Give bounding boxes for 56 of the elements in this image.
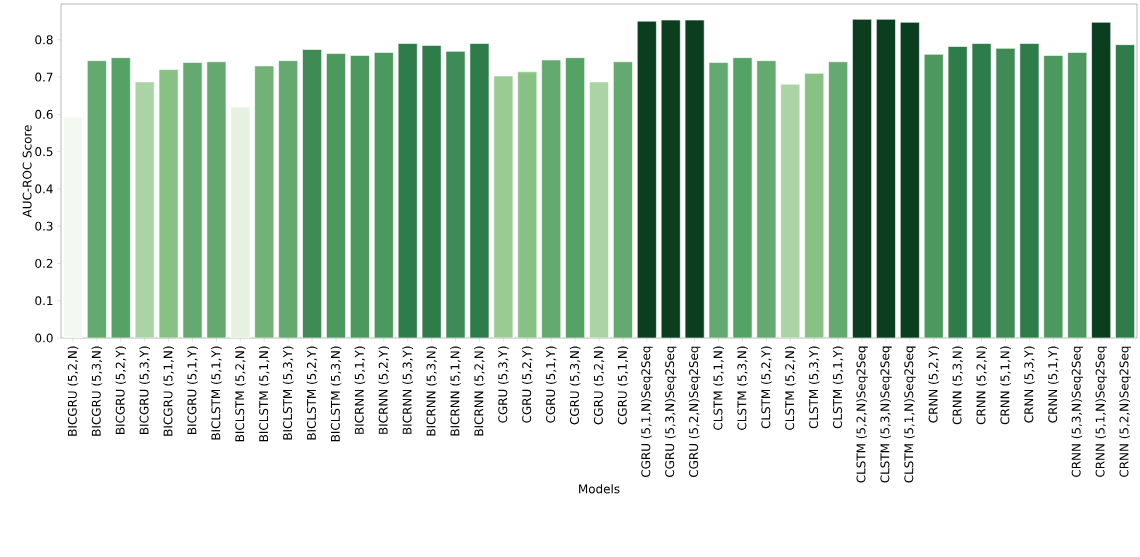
x-tick-label: CGRU (5,3,N)Seq2Seq bbox=[664, 346, 677, 478]
x-tick-label: CLSTM (5,1,N) bbox=[713, 346, 724, 430]
x-tick-label: CLSTM (5,3,N) bbox=[737, 346, 748, 430]
x-tick-label: BICGRU (5,1,N) bbox=[163, 346, 174, 436]
x-tick-label: BICLSTM (5,3,Y) bbox=[282, 346, 294, 440]
x-tick-label: CGRU (5,3,Y) bbox=[498, 346, 509, 423]
y-tick-label: 0.4 bbox=[35, 184, 53, 194]
x-tick-label: BICGRU (5,3,N) bbox=[91, 346, 103, 436]
x-tick-label: BICRNN (5,1,N) bbox=[450, 346, 461, 436]
x-tick-label: CRNN (5,3,N)Seq2Seq bbox=[1071, 346, 1083, 477]
x-tick-label: BICGRU (5,3,Y) bbox=[139, 346, 151, 434]
x-tick-label: CRNN (5,2,N)Seq2Seq bbox=[1119, 346, 1131, 477]
x-tick-label: BICLSTM (5,3,N) bbox=[330, 346, 342, 442]
x-tick-label: CLSTM (5,1,Y) bbox=[832, 346, 844, 429]
x-tick-label: BICGRU (5,2,N) bbox=[67, 346, 79, 436]
x-tick-label: CRNN (5,1,N) bbox=[1000, 346, 1011, 425]
x-tick-label: CRNN (5,2,Y) bbox=[928, 346, 940, 423]
x-tick-label: CRNN (5,3,Y) bbox=[1024, 346, 1035, 423]
x-tick-label: CGRU (5,1,N)Seq2Seq bbox=[641, 346, 653, 478]
x-tick-label: BICLSTM (5,2,N) bbox=[235, 346, 246, 442]
x-tick-label: CLSTM (5,3,Y) bbox=[808, 346, 820, 429]
x-tick-label: CGRU (5,1,N) bbox=[617, 346, 629, 425]
x-tick-label: CRNN (5,1,Y) bbox=[1048, 346, 1059, 423]
x-tick-label: CLSTM (5,2,N)Seq2Seq bbox=[856, 346, 868, 483]
y-tick-label: 0.2 bbox=[35, 258, 53, 268]
x-tick-label: BICLSTM (5,1,Y) bbox=[211, 346, 222, 440]
y-tick-label: 0.1 bbox=[35, 296, 53, 306]
x-tick-label: CGRU (5,2,Y) bbox=[521, 346, 533, 423]
x-tick-label: BICRNN (5,2,N) bbox=[474, 346, 485, 436]
x-tick-label: BICRNN (5,3,N) bbox=[426, 346, 437, 436]
x-tick-label: CLSTM (5,2,N) bbox=[784, 346, 796, 430]
x-tick-label: BICLSTM (5,1,N) bbox=[258, 346, 270, 442]
x-tick-label: CGRU (5,2,N) bbox=[593, 346, 605, 425]
x-tick-label: CGRU (5,2,N)Seq2Seq bbox=[688, 346, 701, 478]
y-axis-title: AUC-ROC Score bbox=[22, 125, 32, 218]
y-tick-label: 0.7 bbox=[35, 72, 53, 82]
x-tick-label: CRNN (5,3,N) bbox=[952, 346, 963, 425]
x-tick-label: BICLSTM (5,2,Y) bbox=[306, 346, 318, 440]
y-tick-label: 0.5 bbox=[35, 147, 53, 157]
x-tick-label: BICRNN (5,2,Y) bbox=[378, 346, 390, 434]
x-tick-label: CLSTM (5,1,N)Seq2Seq bbox=[904, 346, 916, 483]
y-tick-label: 0.3 bbox=[35, 221, 53, 231]
x-tick-label: BICGRU (5,1,Y) bbox=[187, 346, 198, 434]
x-tick-label: BICRNN (5,3,Y) bbox=[402, 346, 414, 434]
y-tick-label: 0.8 bbox=[35, 35, 53, 45]
x-tick-label: CGRU (5,1,Y) bbox=[545, 346, 557, 423]
y-tick-label: 0.6 bbox=[35, 109, 53, 119]
x-axis-title: Models bbox=[579, 484, 620, 494]
x-tick-label: BICRNN (5,1,Y) bbox=[354, 346, 366, 434]
x-tick-label: BICGRU (5,2,Y) bbox=[115, 346, 127, 434]
x-tick-label: CRNN (5,2,N) bbox=[976, 346, 987, 425]
x-tick-label: CGRU (5,3,N) bbox=[569, 346, 581, 425]
x-tick-label: CLSTM (5,3,N)Seq2Seq bbox=[880, 346, 892, 483]
y-tick-label: 0.0 bbox=[35, 333, 53, 343]
x-tick-label: CRNN (5,1,N)Seq2Seq bbox=[1095, 346, 1107, 477]
x-tick-label: CLSTM (5,2,Y) bbox=[761, 346, 772, 429]
